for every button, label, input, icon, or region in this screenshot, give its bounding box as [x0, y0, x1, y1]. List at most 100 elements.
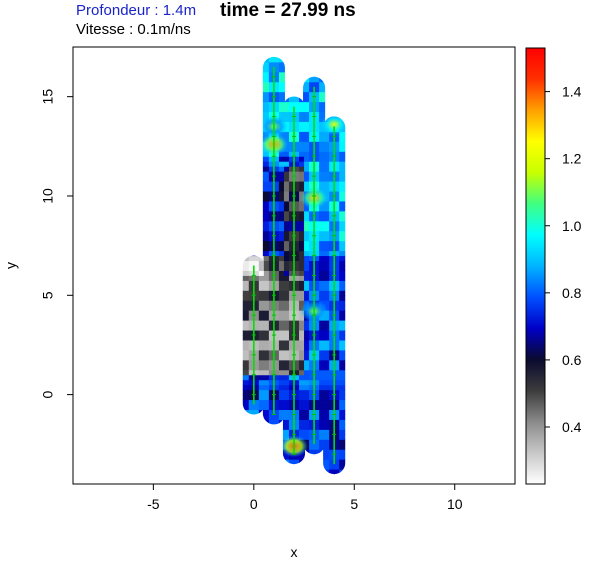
heatmap-cell [359, 211, 365, 216]
heatmap-cell [324, 136, 330, 142]
heatmap-cell [344, 359, 346, 366]
heatmap-cell [319, 171, 325, 177]
heatmap-cell [324, 364, 330, 371]
heatmap-cell [299, 166, 305, 172]
heatmap-cell [278, 56, 285, 63]
heatmap-cell [334, 325, 340, 331]
heatmap-cell [278, 260, 285, 266]
heatmap-cell [273, 260, 280, 266]
heatmap-cell [309, 369, 315, 376]
heatmap-cell [258, 235, 265, 242]
heatmap-cell [253, 449, 260, 455]
heatmap-cell [258, 419, 265, 425]
heatmap-cell [288, 106, 295, 113]
heatmap-cell [344, 131, 346, 137]
heatmap-cell [248, 290, 255, 296]
profile-line [312, 86, 317, 445]
heatmap-cell [268, 364, 275, 371]
heatmap-cell [263, 106, 270, 113]
heatmap-cell [258, 344, 265, 351]
heatmap-cell [242, 464, 245, 470]
heatmap-cell [359, 365, 365, 370]
heatmap-cell [288, 469, 295, 475]
heatmap-cell [243, 265, 250, 271]
heatmap-cell [324, 459, 330, 465]
heatmap-cell [314, 255, 320, 262]
heatmap-cell [248, 285, 255, 291]
heatmap-cell [339, 181, 345, 187]
heatmap-cell [258, 260, 265, 266]
heatmap-cell [258, 339, 265, 346]
heatmap-cell [359, 191, 365, 196]
heatmap-cell [344, 285, 346, 291]
heatmap-cell [253, 409, 260, 415]
heatmap-cell [324, 429, 330, 435]
heatmap-cell [354, 261, 360, 266]
heatmap-cell [299, 434, 305, 440]
heatmap-cell [344, 414, 346, 420]
heatmap-cell [319, 419, 325, 425]
heatmap-cell [299, 315, 305, 321]
heatmap-cell [334, 76, 340, 83]
heatmap-cell [324, 265, 330, 271]
heatmap-cell [349, 241, 355, 246]
heatmap-cell [309, 141, 315, 147]
heatmap-cell [243, 215, 250, 222]
heatmap-cell [243, 419, 250, 425]
heatmap-cell [309, 156, 315, 162]
heatmap-cell [319, 186, 325, 192]
heatmap-cell [314, 275, 320, 281]
heatmap-cell [294, 136, 300, 142]
heatmap-cell [334, 220, 340, 227]
heatmap-cell [248, 260, 255, 266]
heatmap-cell [243, 439, 250, 445]
heatmap-cell [243, 364, 250, 371]
heatmap-cell [339, 111, 345, 118]
heatmap-cell [319, 290, 325, 296]
heatmap-cell [258, 191, 265, 197]
heatmap-cell [339, 235, 345, 242]
heatmap-cell [243, 399, 250, 406]
heatmap-cell [339, 374, 345, 381]
heatmap-cell [234, 261, 240, 266]
heatmap-cell [263, 161, 270, 167]
heatmap-cell [339, 166, 345, 172]
heatmap-cell [294, 255, 300, 262]
heatmap-cell [278, 96, 285, 103]
heatmap-cell [248, 349, 255, 356]
heatmap-cell [359, 325, 365, 330]
heatmap-cell [242, 330, 245, 336]
heatmap-cell [288, 315, 295, 321]
heatmap-cell [294, 205, 300, 212]
heatmap-cell [273, 96, 280, 103]
heatmap-cell [339, 305, 345, 311]
heatmap-cell [299, 469, 305, 475]
heatmap-cell [289, 474, 295, 479]
heatmap-cell [349, 236, 355, 241]
heatmap-cell [329, 255, 335, 262]
heatmap-cell [263, 191, 270, 197]
heatmap-cell [268, 66, 275, 73]
heatmap-cell [234, 424, 240, 429]
heatmap-cell [349, 350, 355, 355]
heatmap-cell [294, 379, 300, 386]
heatmap-cell [329, 91, 335, 98]
heatmap-cell [243, 195, 250, 202]
heatmap-cell [324, 96, 330, 103]
heatmap-cell [304, 295, 310, 301]
heatmap-cell [354, 206, 360, 211]
heatmap-cell [283, 364, 290, 371]
heatmap-cell [288, 101, 295, 108]
heatmap-cell [288, 290, 295, 296]
heatmap-cell [329, 86, 335, 93]
heatmap-cell [279, 47, 285, 52]
heatmap-cell [283, 111, 290, 118]
heatmap-cell [278, 205, 285, 212]
heatmap-cell [248, 454, 255, 460]
heatmap-cell [283, 61, 290, 68]
heatmap-cell [299, 61, 305, 68]
heatmap-cell [258, 349, 265, 356]
heatmap-cell [359, 261, 365, 266]
heatmap-cell [268, 335, 275, 341]
heatmap-cell [242, 354, 245, 361]
